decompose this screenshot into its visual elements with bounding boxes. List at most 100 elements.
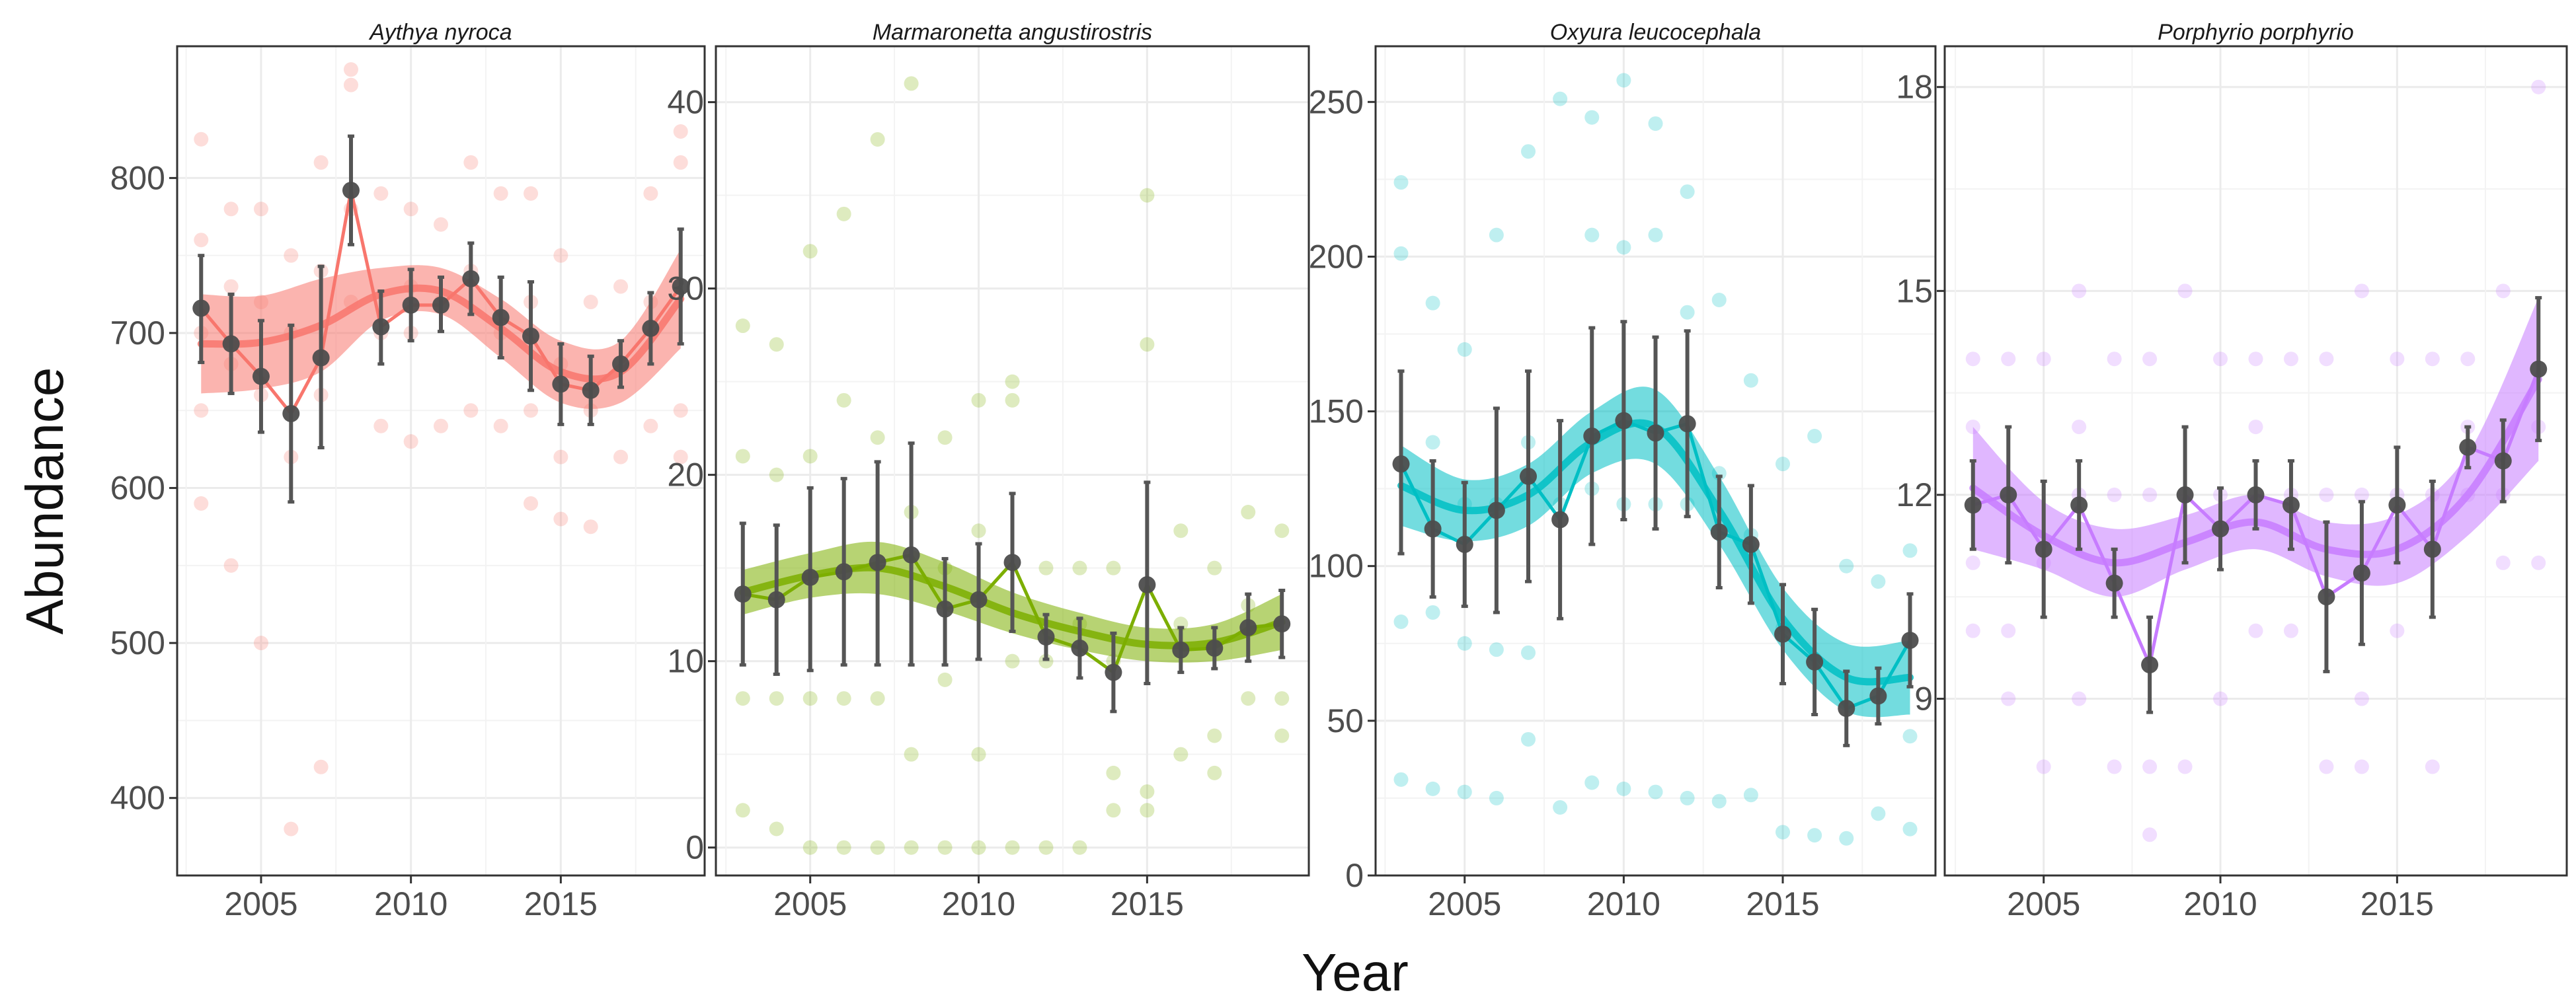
grid [177, 46, 705, 875]
x-tick-label: 2005 [2007, 885, 2080, 922]
y-axis: 0 50 100 150 200 250 [1309, 83, 1376, 894]
mean-point [2423, 540, 2441, 558]
x-tick-label: 2010 [374, 885, 448, 922]
y-tick-label: 800 [110, 159, 165, 196]
mean-point [372, 318, 390, 336]
smooth-line [1969, 375, 2542, 567]
raw-point [1711, 292, 1727, 307]
raw-point [1711, 794, 1727, 809]
raw-point [2495, 283, 2511, 299]
raw-point [1807, 429, 1822, 444]
x-tick-label: 2010 [942, 885, 1015, 922]
panel-border [1943, 45, 2568, 877]
raw-point [1839, 558, 1854, 574]
raw-point [1106, 560, 1121, 576]
raw-point [2248, 352, 2263, 367]
mean-point [1003, 554, 1021, 572]
mean-point [1138, 576, 1156, 594]
raw-point [1648, 116, 1663, 131]
mean-point [2530, 360, 2548, 378]
panel-2: Marmaronetta angustirostris 0 10 20 30 40 2005… [667, 20, 1310, 922]
raw-point [1072, 560, 1087, 576]
raw-point [284, 821, 299, 836]
raw-point [1393, 175, 1409, 190]
mean-point [2247, 486, 2265, 503]
raw-point [836, 840, 851, 855]
y-tick-label: 12 [1896, 476, 1933, 513]
x-tick-label: 2015 [2361, 885, 2434, 922]
mean-point [1520, 467, 1537, 485]
mean-point [1273, 615, 1291, 633]
mean-point [1615, 412, 1633, 429]
raw-point [971, 523, 986, 539]
panel-4: Porphyrio porphyrio 9 12 15 18 2005 2010 2015 [1896, 20, 2568, 922]
mean-point [2176, 486, 2194, 503]
raw-point [673, 124, 688, 139]
raw-point [2142, 352, 2158, 367]
raw-point [1902, 543, 1918, 558]
raw-point [2072, 283, 2087, 299]
y-tick-label: 150 [1309, 393, 1364, 430]
mean-point [1239, 618, 1257, 636]
raw-point [2354, 283, 2369, 299]
raw-point [2036, 352, 2051, 367]
raw-point [1743, 788, 1758, 803]
raw-point [1140, 803, 1155, 818]
raw-point [1776, 825, 1790, 840]
raw-point [343, 77, 358, 93]
x-axis: 2005 2010 2015 [224, 875, 598, 922]
raw-point [1241, 505, 1256, 520]
raw-point [1393, 772, 1409, 787]
mean-point [734, 585, 752, 603]
raw-point [1140, 188, 1155, 203]
raw-point [2248, 623, 2263, 638]
raw-point [870, 691, 885, 706]
mean-point [1172, 641, 1190, 659]
y-tick-label: 500 [110, 624, 165, 661]
raw-point [673, 155, 688, 170]
raw-point [1005, 653, 1020, 669]
mean-point [1037, 628, 1055, 646]
x-tick-label: 2005 [1428, 885, 1501, 922]
x-axis: 2005 2010 2015 [773, 875, 1184, 922]
raw-point [2354, 691, 2369, 706]
raw-point [836, 206, 851, 221]
raw-point [735, 691, 750, 706]
raw-point [1584, 775, 1600, 790]
mean-point [2070, 496, 2088, 514]
mean-point [835, 563, 853, 581]
y-tick-label: 20 [667, 457, 704, 494]
mean-point [492, 309, 510, 326]
raw-point [1902, 821, 1918, 836]
raw-point [1521, 731, 1536, 747]
raw-point [1648, 784, 1663, 799]
y-axis-label: Abundance [15, 367, 74, 635]
y-tick-label: 15 [1896, 272, 1933, 309]
mean-point [1678, 415, 1696, 433]
raw-point [284, 248, 299, 263]
raw-point [2107, 352, 2122, 367]
raw-point [937, 840, 953, 855]
raw-point [2213, 352, 2228, 367]
raw-point [1038, 560, 1054, 576]
raw-point [870, 430, 885, 445]
raw-point [1106, 803, 1121, 818]
raw-point [735, 449, 750, 464]
raw-point [769, 337, 784, 352]
raw-point [971, 392, 986, 408]
raw-point [2354, 759, 2369, 774]
raw-point [1553, 799, 1568, 815]
raw-point [493, 186, 508, 201]
raw-point [373, 418, 389, 433]
raw-point [1425, 781, 1440, 796]
y-tick-label: 0 [685, 829, 704, 866]
y-tick-label: 50 [1327, 702, 1364, 739]
raw-point [904, 747, 919, 762]
raw-point [2142, 827, 2158, 842]
raw-point [802, 244, 818, 259]
mean-point [1901, 632, 1919, 650]
raw-point [553, 449, 568, 464]
mean-point [2141, 656, 2159, 674]
